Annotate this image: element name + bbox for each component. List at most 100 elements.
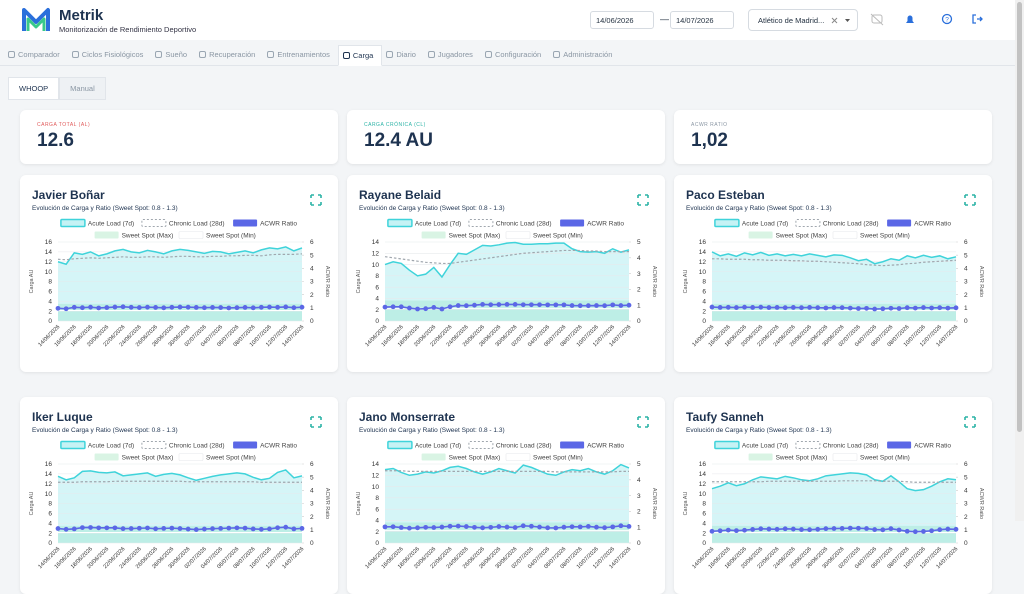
legend-swatch <box>94 231 119 239</box>
chart-title: Jano Monserrate <box>359 410 455 424</box>
legend-label: Chronic Load (28d) <box>496 442 552 449</box>
acwr-point <box>226 305 232 311</box>
legend-label: Sweet Spot (Min) <box>860 232 910 239</box>
date-from[interactable]: 14/06/2026 <box>590 11 654 29</box>
acwr-point <box>55 526 61 531</box>
acwr-point <box>185 526 191 532</box>
header-icons[interactable]: ? <box>868 12 988 28</box>
y-tick-label: 4 <box>48 298 52 305</box>
nav-tab[interactable]: Carga <box>337 44 383 66</box>
acwr-point <box>71 304 77 310</box>
acwr-point <box>96 305 102 311</box>
chart-card: Javier Boñar Evolución de Carga y Ratio (… <box>20 175 338 372</box>
date-to[interactable]: 14/07/2026 <box>670 11 734 29</box>
y2-tick-label: 3 <box>310 279 314 286</box>
acwr-point <box>407 525 412 531</box>
legend-swatch <box>141 441 167 449</box>
acwr-point <box>407 305 412 311</box>
expand-icon[interactable] <box>637 194 649 206</box>
acwr-point <box>382 524 388 530</box>
nav-tab[interactable]: Jugadores <box>424 45 481 64</box>
nav-tab[interactable]: Sueño <box>151 45 195 64</box>
acwr-point <box>831 305 837 310</box>
y2-axis-title: ACWR Ratio <box>324 488 330 519</box>
nav-tab[interactable]: Recuperación <box>195 45 263 64</box>
acute-line <box>711 251 957 265</box>
y-tick-label: 8 <box>48 501 52 508</box>
expand-icon[interactable] <box>637 416 649 428</box>
nav-tab[interactable]: Diario <box>382 45 424 64</box>
acwr-point <box>520 523 526 529</box>
acute-line <box>711 472 957 492</box>
acwr-point <box>423 524 429 530</box>
legend-swatch <box>468 219 494 227</box>
acute-line <box>57 246 303 266</box>
chronic-line <box>58 480 302 483</box>
legend-label: ACWR Ratio <box>587 442 624 449</box>
nav-tab[interactable]: Ciclos Fisiológicos <box>68 45 152 64</box>
acwr-point <box>545 302 551 308</box>
acwr-point <box>888 305 894 311</box>
legend-label: ACWR Ratio <box>260 220 297 227</box>
nav-tab[interactable]: Comparador <box>4 45 68 64</box>
legend-label: Acute Load (7d) <box>742 442 788 449</box>
acwr-point <box>512 525 518 530</box>
acwr-point <box>626 524 632 529</box>
chronic-line <box>712 258 957 267</box>
expand-icon[interactable] <box>310 194 322 206</box>
acute-area <box>58 246 302 321</box>
y-tick-label: 14 <box>699 249 707 256</box>
chart-card: Paco Esteban Evolución de Carga y Ratio (… <box>674 175 992 372</box>
acwr-point <box>880 527 886 533</box>
acwr-point <box>734 305 739 310</box>
y2-axis-title: ACWR Ratio <box>324 266 330 297</box>
sub-tab[interactable]: Manual <box>59 77 106 100</box>
legend-label: Sweet Spot (Max) <box>449 454 501 461</box>
chart: Taufy Sanneh Evolución de Carga y Ratio (… <box>683 410 984 570</box>
sub-tab[interactable]: WHOOP <box>8 77 60 100</box>
acwr-point <box>937 527 943 533</box>
acwr-point <box>218 305 224 310</box>
acwr-point <box>529 523 534 529</box>
y2-tick-label: 0 <box>637 540 641 547</box>
legend-swatch <box>60 218 86 228</box>
acwr-point <box>815 526 821 532</box>
team-select[interactable]: Atlético de Madrid... <box>748 9 858 31</box>
acwr-point <box>390 524 396 530</box>
acwr-point <box>742 304 747 310</box>
acwr-point <box>929 528 934 534</box>
y2-tick-label: 1 <box>310 305 314 312</box>
acwr-point <box>96 525 102 531</box>
acwr-point <box>234 305 240 311</box>
app-title: Metrik <box>59 7 104 24</box>
y-tick-label: 2 <box>48 308 52 315</box>
nav-tab[interactable]: Configuración <box>481 45 549 64</box>
y2-tick-label: 0 <box>637 318 641 325</box>
legend-swatch <box>795 441 821 449</box>
chart: Javier Boñar Evolución de Carga y Ratio (… <box>29 188 330 348</box>
y-tick-label: 10 <box>45 491 53 498</box>
nav-tab[interactable]: Entrenamientos <box>263 45 338 64</box>
expand-icon[interactable] <box>964 416 976 428</box>
chronic-line <box>712 480 956 483</box>
y2-tick-label: 4 <box>964 488 968 495</box>
acwr-point <box>520 302 526 308</box>
acwr-point <box>275 304 280 310</box>
y2-tick-label: 0 <box>310 318 314 325</box>
acwr-point <box>136 525 142 531</box>
expand-icon[interactable] <box>310 416 322 428</box>
acwr-point <box>496 524 502 529</box>
scrollbar-thumb[interactable] <box>1017 2 1022 432</box>
y-tick-label: 2 <box>48 530 52 537</box>
nav-tab[interactable]: Administración <box>549 45 620 64</box>
kpi-value: 1,02 <box>691 130 728 151</box>
acwr-point <box>88 525 93 530</box>
chart-subtitle: Evolución de Carga y Ratio (Sweet Spot: … <box>686 205 832 212</box>
acwr-point <box>120 526 126 532</box>
y-tick-label: 16 <box>45 461 53 468</box>
acwr-point <box>153 526 159 532</box>
kpi-label: CARGA CRÓNICA (CL) <box>364 122 426 128</box>
expand-icon[interactable] <box>964 194 976 206</box>
y2-tick-label: 1 <box>964 527 968 534</box>
